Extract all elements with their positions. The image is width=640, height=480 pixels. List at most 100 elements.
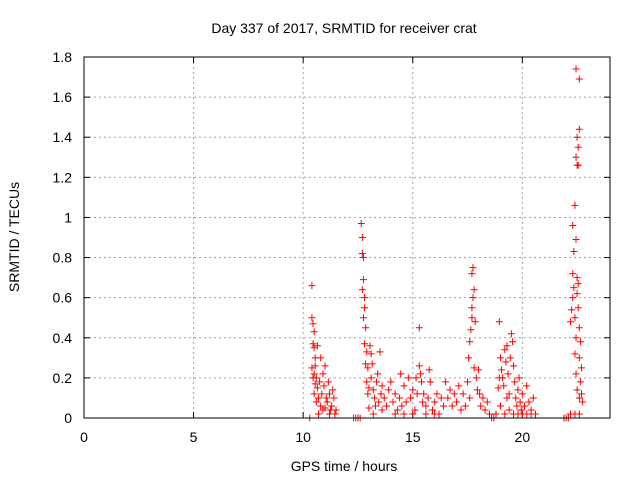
data-point xyxy=(572,236,580,244)
data-point xyxy=(400,410,408,418)
data-point xyxy=(575,324,583,332)
data-point xyxy=(473,386,481,394)
data-point xyxy=(404,374,412,382)
data-point xyxy=(459,390,467,398)
data-point xyxy=(369,386,377,394)
data-point xyxy=(425,366,433,374)
data-point xyxy=(424,394,432,402)
x-tick-label: 10 xyxy=(295,429,311,445)
data-point xyxy=(328,402,336,410)
data-point xyxy=(567,318,575,326)
data-point xyxy=(400,382,408,390)
data-point xyxy=(575,394,583,402)
x-tick-label: 0 xyxy=(80,429,88,445)
data-point xyxy=(503,342,511,350)
data-point xyxy=(510,362,518,370)
data-point xyxy=(416,370,424,378)
data-point xyxy=(359,314,367,322)
data-point xyxy=(367,374,375,382)
data-point xyxy=(470,286,478,294)
data-point xyxy=(321,362,329,370)
data-point xyxy=(569,270,577,278)
data-point xyxy=(574,161,582,169)
data-point xyxy=(468,304,476,312)
data-point xyxy=(367,350,375,358)
data-point xyxy=(358,250,366,258)
data-point xyxy=(422,402,430,410)
data-point xyxy=(525,398,533,406)
data-point xyxy=(359,276,367,284)
data-point xyxy=(529,394,537,402)
data-point xyxy=(571,201,579,209)
data-point xyxy=(575,75,583,83)
data-point xyxy=(371,402,379,410)
data-point xyxy=(362,324,370,332)
data-point xyxy=(512,394,520,402)
data-point xyxy=(574,143,582,151)
data-point xyxy=(501,410,509,418)
data-point xyxy=(365,384,373,392)
data-point xyxy=(515,374,523,382)
data-point xyxy=(393,406,401,414)
data-point xyxy=(330,394,338,402)
data-point xyxy=(316,378,324,386)
data-point xyxy=(389,398,397,406)
chart-title: Day 337 of 2017, SRMTID for receiver cra… xyxy=(211,20,476,36)
data-point xyxy=(331,410,339,418)
y-axis-title: SRMTID / TECUs xyxy=(6,182,22,292)
data-point xyxy=(576,378,584,386)
data-point xyxy=(391,410,399,418)
data-point xyxy=(375,398,383,406)
data-point xyxy=(317,354,325,362)
data-point xyxy=(361,304,369,312)
data-point xyxy=(378,382,386,390)
data-point xyxy=(412,374,420,382)
x-axis-title: GPS time / hours xyxy=(291,458,398,474)
data-point xyxy=(575,125,583,133)
data-point xyxy=(521,402,529,410)
data-point xyxy=(476,390,484,398)
data-point xyxy=(321,404,329,412)
data-point xyxy=(325,390,333,398)
data-point xyxy=(513,402,521,410)
y-tick-label: 1.2 xyxy=(53,169,73,185)
data-point xyxy=(398,402,406,410)
x-tick-label: 5 xyxy=(190,429,198,445)
data-point xyxy=(358,234,366,241)
data-point xyxy=(439,402,447,410)
data-point xyxy=(309,320,317,328)
data-point xyxy=(308,314,316,322)
data-point xyxy=(448,402,456,410)
data-point xyxy=(465,354,473,362)
data-point xyxy=(364,364,372,372)
data-point xyxy=(318,390,326,398)
data-point xyxy=(329,386,337,394)
data-point xyxy=(308,282,316,290)
data-point xyxy=(311,380,319,388)
data-point xyxy=(567,410,575,418)
data-point xyxy=(573,274,581,282)
data-point xyxy=(437,394,445,402)
data-point xyxy=(472,374,480,382)
data-point xyxy=(498,366,506,374)
data-points xyxy=(306,65,587,422)
data-point xyxy=(378,406,386,414)
data-point xyxy=(363,348,371,356)
data-point xyxy=(501,346,509,354)
data-point xyxy=(310,328,318,336)
data-point xyxy=(485,410,493,418)
data-point xyxy=(357,219,365,227)
data-point xyxy=(502,358,510,366)
data-point xyxy=(361,294,369,302)
data-point xyxy=(469,264,477,272)
data-point xyxy=(426,378,434,386)
data-point xyxy=(407,394,415,402)
data-point xyxy=(500,382,508,390)
data-point xyxy=(453,398,461,406)
data-point xyxy=(506,354,514,362)
data-point xyxy=(511,378,519,386)
data-point xyxy=(503,394,511,402)
y-tick-label: 0.2 xyxy=(53,370,73,386)
data-point xyxy=(475,366,482,374)
data-point xyxy=(470,364,478,372)
